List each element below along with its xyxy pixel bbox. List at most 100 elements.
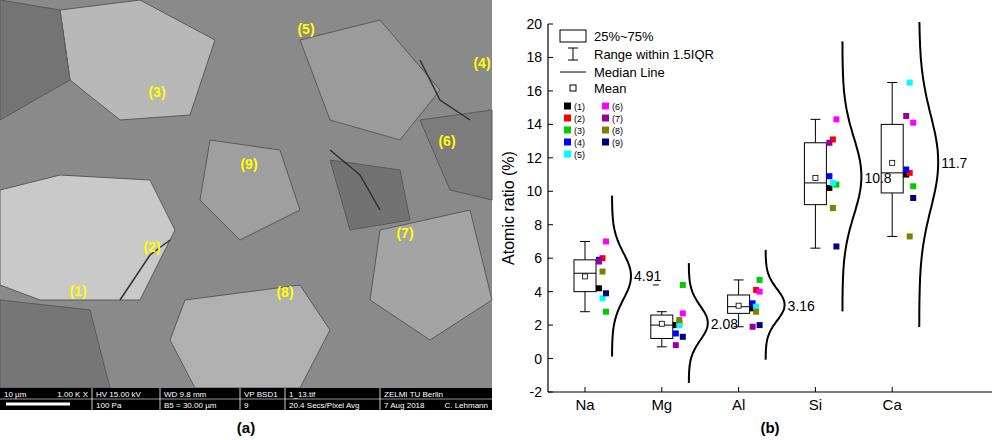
y-tick	[548, 325, 553, 326]
crystal	[330, 160, 410, 230]
crack	[330, 150, 380, 210]
mean-marker	[813, 175, 818, 180]
point-label: (5)	[297, 21, 314, 37]
whisker-cap	[887, 82, 897, 83]
mean-marker	[736, 303, 741, 308]
mean-marker	[583, 274, 588, 279]
y-tick-label: 10	[526, 183, 542, 199]
legend-swatch	[564, 127, 571, 134]
info-text: WD 9.8 mm	[164, 390, 207, 399]
info-text: B5 = 30.00 µm	[164, 401, 217, 410]
whisker	[815, 119, 816, 142]
normal-curve	[919, 22, 938, 327]
sample-point	[603, 309, 609, 315]
scale-text: 10 µm	[4, 390, 27, 399]
sample-point	[673, 330, 679, 336]
legend-swatch	[602, 127, 609, 134]
mean-marker	[659, 321, 664, 326]
point-label: (1)	[69, 283, 86, 299]
sem-image	[0, 0, 492, 388]
mean-label: 11.7	[941, 155, 967, 171]
outlier	[653, 284, 659, 285]
legend-swatch	[564, 139, 571, 146]
box	[804, 143, 826, 205]
whisker	[815, 205, 816, 248]
legend-box-icon	[560, 30, 586, 42]
y-tick-label: 4	[534, 284, 542, 300]
y-tick	[548, 124, 553, 125]
normal-curve	[842, 41, 861, 311]
legend-label: (3)	[574, 126, 585, 136]
y-tick-label: 12	[526, 150, 542, 166]
whisker	[661, 312, 662, 315]
legend-swatch	[564, 115, 571, 122]
sample-point	[903, 167, 909, 173]
median-line	[804, 182, 826, 183]
panel-letter: (a)	[237, 419, 255, 436]
point-label: (2)	[143, 239, 160, 255]
x-tick-label: Mg	[651, 396, 672, 413]
x-tick	[815, 387, 816, 392]
whisker-cap	[580, 311, 590, 312]
whisker-cap	[657, 346, 667, 347]
whisker	[738, 313, 739, 326]
point-label: (4)	[473, 55, 490, 71]
whisker-cap	[580, 241, 590, 242]
y-tick	[548, 258, 553, 259]
normal-curve	[612, 196, 631, 357]
legend-label: Range within 1.5IQR	[594, 47, 714, 62]
legend-label: (2)	[574, 114, 585, 124]
sample-point	[757, 289, 763, 295]
sample-point	[757, 322, 763, 328]
y-tick-label: 14	[526, 116, 542, 132]
sample-point	[596, 259, 602, 265]
info-divider	[0, 399, 492, 400]
crystal	[170, 285, 330, 388]
legend: 25%~75%Range within 1.5IQRMedian LineMea…	[560, 29, 714, 160]
whisker-cap	[657, 311, 667, 312]
legend-swatch	[564, 103, 571, 110]
crystal	[0, 300, 110, 388]
legend-label: (5)	[574, 150, 585, 160]
whisker	[585, 292, 586, 312]
legend-whisker-icon	[568, 60, 578, 61]
y-tick	[548, 392, 553, 393]
crystal	[0, 175, 175, 300]
scale-bar	[6, 403, 70, 406]
point-label: (8)	[276, 284, 293, 300]
background	[0, 0, 1001, 440]
legend-swatch	[602, 115, 609, 122]
crack	[420, 60, 470, 120]
point-label: (6)	[438, 133, 455, 149]
sample-point	[833, 116, 839, 122]
panel-letter: (b)	[760, 419, 779, 436]
legend-label: (9)	[612, 138, 623, 148]
plot-marks	[574, 22, 938, 383]
figure: (1)(2)(3)(4)(5)(6)(7)(8)(9)10 µm1.00 K X…	[0, 0, 1001, 440]
box	[651, 315, 673, 338]
crack	[120, 240, 170, 300]
y-tick	[548, 224, 553, 225]
y-tick-label: 16	[526, 83, 542, 99]
legend-whisker-icon	[568, 48, 578, 49]
info-text: VP BSD1	[244, 390, 278, 399]
whisker-cap	[887, 236, 897, 237]
sample-point	[596, 285, 602, 291]
whisker-cap	[810, 119, 820, 120]
crystal	[300, 20, 440, 140]
x-tick-label: Si	[809, 396, 822, 413]
sample-point	[603, 290, 609, 296]
y-tick-label: 20	[526, 16, 542, 32]
legend-median-icon	[560, 72, 586, 73]
sample-point	[603, 238, 609, 244]
legend-label: (6)	[612, 102, 623, 112]
legend-label: (8)	[612, 126, 623, 136]
whisker	[738, 280, 739, 295]
y-tick	[548, 291, 553, 292]
sample-point	[910, 120, 916, 126]
sample-point	[903, 113, 909, 119]
y-tick-label: 6	[534, 250, 542, 266]
y-tick-label: 2	[534, 317, 542, 333]
mean-label: 10.8	[864, 170, 891, 186]
x-axis	[548, 391, 992, 392]
